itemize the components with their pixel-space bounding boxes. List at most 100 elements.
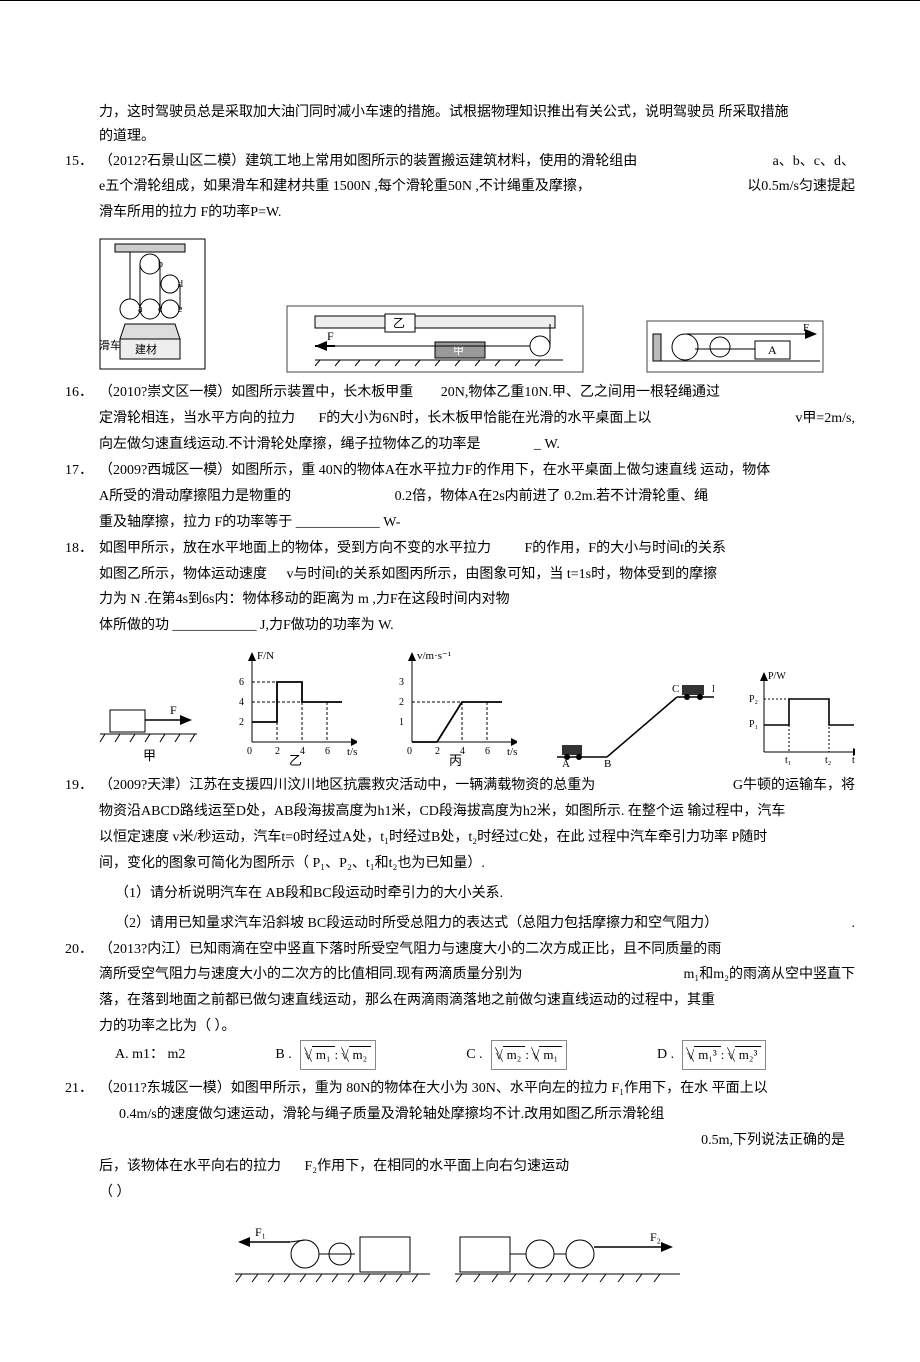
q21-cont: 0.4m/s的速度做匀速运动，滑轮与绳子质量及滑轮轴处摩擦均不计.改用如图乙所示…: [65, 1102, 855, 1206]
q20-l4: 力的功率之比为（ ）。: [99, 1014, 855, 1040]
q16-l3b: _ W.: [534, 437, 560, 452]
q15-fig-hpulley: 乙 甲 F: [285, 304, 585, 374]
svg-text:t₁: t₁: [785, 755, 791, 766]
svg-text:d: d: [178, 279, 183, 290]
q14-tail-l2: 的道理。: [99, 125, 855, 149]
q20-l2b: m₁和m₂的雨滴从空中竖直下: [683, 962, 855, 988]
svg-text:2: 2: [399, 697, 404, 708]
svg-text:F: F: [170, 703, 177, 717]
svg-text:2: 2: [239, 717, 244, 728]
q19-fig-pt: P/W P₁ P₂ t₁ t₂ t: [744, 667, 855, 767]
q20-l3: 落，在落到地面之前都已做匀速直线运动，那么在两滴雨滴落地之前做匀速直线运动的过程…: [99, 988, 855, 1014]
svg-text:b: b: [158, 259, 163, 270]
q19-body: （2009?天津）江苏在支援四川汶川地区抗震救灾活动中，一辆满载物资的总重为 G…: [99, 773, 855, 799]
svg-text:C: C: [672, 683, 679, 695]
q21-l4: （ ）: [99, 1180, 855, 1206]
q18-num: 18．: [65, 536, 99, 562]
svg-text:6: 6: [325, 746, 330, 757]
q21-r1: 0.5m,下列说法正确的是: [99, 1128, 855, 1154]
q19-num: 19．: [65, 773, 99, 799]
q15-l1a: （2012?石景山区二模）建筑工地上常用如图所示的装置搬运建筑材料，使用的滑轮组…: [99, 149, 637, 175]
q16-l1a: （2010?崇文区一模）如图所示装置中，长木板甲重: [99, 385, 413, 400]
svg-text:t₂: t₂: [825, 755, 831, 766]
q15-fig-right: A F: [645, 319, 825, 374]
q16-l2b: F的大小为6N时，长木板甲恰能在光滑的水平桌面上以: [319, 411, 652, 426]
svg-text:F₁: F₁: [255, 1225, 266, 1239]
q19-l1b: G牛顿的运输车，将: [733, 773, 855, 799]
q16-l1b: 20N,物体乙重10N.甲、乙之间用一根轻绳通过: [441, 385, 720, 400]
q19-l2: 物资沿ABCD路线运至D处，AB段海拔高度为h1米，CD段海拔高度为h2米，如图…: [99, 799, 855, 825]
svg-text:t: t: [852, 755, 855, 766]
q19-l4: 间，变化的图象可简化为图所示（ P₁、P₂、t₁和t₂也为已知量）.: [99, 851, 855, 877]
svg-text:1: 1: [399, 717, 404, 728]
q15-l1b: a、b、c、d、: [773, 149, 855, 175]
svg-text:t/s: t/s: [507, 746, 517, 758]
svg-text:A: A: [768, 343, 777, 357]
q18-cont: 如图乙所示，物体运动速度 v与时间t的关系如图丙所示，由图象可知，当 t=1s时…: [65, 562, 855, 640]
q18: 18． 如图甲所示，放在水平地面上的物体，受到方向不变的水平拉力 F的作用，F的…: [65, 536, 855, 562]
svg-text:F: F: [327, 329, 334, 343]
svg-text:0: 0: [407, 746, 412, 757]
svg-text:6: 6: [485, 746, 490, 757]
q21-figwrap: F₁ F₂: [65, 1212, 855, 1302]
q21-fig: F₁ F₂: [230, 1212, 690, 1302]
svg-text:6: 6: [239, 677, 244, 688]
q18-l2b: v与时间t的关系如图丙所示，由图象可知，当 t=1s时，物体受到的摩擦: [287, 567, 718, 582]
svg-text:D: D: [712, 683, 714, 695]
q16-num: 16．: [65, 380, 99, 406]
q21-l2: 0.4m/s的速度做匀速运动，滑轮与绳子质量及滑轮轴处摩擦均不计.改用如图乙所示…: [99, 1102, 855, 1128]
q20-opts: A. m1： m2 B . √m₁: √m₂ C . √m₂: √m₁ D . …: [65, 1040, 855, 1070]
q21-l3a: 后，该物体在水平向右的拉力: [99, 1159, 281, 1174]
q15-l2a: e五个滑轮组成，如果滑车和建材共重 1500N ,每个滑轮重50N ,不计绳重及…: [99, 174, 591, 200]
svg-text:B: B: [604, 758, 611, 767]
svg-text:F₂: F₂: [650, 1230, 661, 1244]
q17-l1: （2009?西城区一模）如图所示，重 40N的物体A在水平拉力F的作用下，在水平…: [99, 458, 855, 484]
q20: 20． （2013?内江）已知雨滴在空中竖直下落时所受空气阻力与速度大小的二次方…: [65, 937, 855, 963]
q18-l1b: F的作用，F的大小与时间t的关系: [525, 541, 726, 556]
q19-l1a: （2009?天津）江苏在支援四川汶川地区抗震救灾活动中，一辆满载物资的总重为: [99, 773, 595, 799]
q20-l2a: 滴所受空气阻力与速度大小的二次方的比值相同.现有两滴质量分别为: [99, 962, 523, 988]
q14-tail-l1: 力，这时驾驶员总是采取加大油门同时减小车速的措施。试根据物理知识推出有关公式，说…: [99, 101, 855, 125]
q20-num: 20．: [65, 937, 99, 963]
svg-text:乙: 乙: [289, 753, 302, 767]
svg-text:甲: 甲: [453, 345, 464, 357]
svg-text:滑车: 滑车: [99, 338, 121, 352]
q17: 17． （2009?西城区一模）如图所示，重 40N的物体A在水平拉力F的作用下…: [65, 458, 855, 484]
q19-s1: （1）请分析说明汽车在 AB段和BC段运动时牵引力的大小关系.: [99, 881, 855, 907]
svg-text:F: F: [803, 322, 809, 334]
svg-text:丙: 丙: [449, 753, 462, 767]
svg-text:3: 3: [399, 677, 404, 688]
q21-l1: （2011?东城区一模）如图甲所示，重为 80N的物体在大小为 30N、水平向左…: [99, 1076, 855, 1102]
svg-text:A: A: [562, 758, 570, 767]
q15-cont: e五个滑轮组成，如果滑车和建材共重 1500N ,每个滑轮重50N ,不计绳重及…: [65, 174, 855, 226]
q15-l2b: 以0.5m/s匀速提起: [747, 174, 855, 200]
q18-l2a: 如图乙所示，物体运动速度: [99, 567, 267, 582]
q18-figrow: F 甲 F/N t/s 2 4 6 0 2 4 6: [95, 647, 855, 767]
q16-l3a: 向左做匀速直线运动.不计滑轮处摩擦，绳子拉物体乙的功率是: [99, 437, 481, 452]
svg-text:F/N: F/N: [257, 650, 274, 662]
svg-text:甲: 甲: [143, 748, 156, 763]
q16-l2c: v甲=2m/s,: [795, 406, 855, 432]
q19-s2a: （2）请用已知量求汽车沿斜坡 BC段运动时所受总阻力的表达式（总阻力包括摩擦力和…: [115, 911, 718, 937]
page: 力，这时驾驶员总是采取加大油门同时减小车速的措施。试根据物理知识推出有关公式，说…: [0, 0, 920, 1362]
q19-l3: 以恒定速度 v米/秒运动，汽车t=0时经过A处，t₁时经过B处，t₂时经过C处，…: [99, 825, 855, 851]
q18-l1a: 如图甲所示，放在水平地面上的物体，受到方向不变的水平拉力: [99, 541, 491, 556]
q16: 16． （2010?崇文区一模）如图所示装置中，长木板甲重 20N,物体乙重10…: [65, 380, 855, 406]
q20-opt-c: C . √m₂: √m₁: [466, 1040, 567, 1070]
q20-opt-b: B . √m₁: √m₂: [275, 1040, 376, 1070]
svg-text:0: 0: [247, 746, 252, 757]
q17-cont: A所受的滑动摩擦阻力是物重的 0.2倍，物体A在2s内前进了 0.2m.若不计滑…: [65, 484, 855, 536]
q19-fig-slope: A B C D: [547, 667, 714, 767]
q16-body: （2010?崇文区一模）如图所示装置中，长木板甲重 20N,物体乙重10N.甲、…: [99, 380, 855, 406]
q17-num: 17．: [65, 458, 99, 484]
q15: 15． （2012?石景山区二模）建筑工地上常用如图所示的装置搬运建筑材料，使用…: [65, 149, 855, 175]
svg-text:2: 2: [435, 746, 440, 757]
q19-cont: 物资沿ABCD路线运至D处，AB段海拔高度为h1米，CD段海拔高度为h2米，如图…: [65, 799, 855, 936]
q16-l2a: 定滑轮相连，当水平方向的拉力: [99, 411, 295, 426]
q19: 19． （2009?天津）江苏在支援四川汶川地区抗震救灾活动中，一辆满载物资的总…: [65, 773, 855, 799]
q20-opt-a: A. m1： m2: [115, 1040, 185, 1070]
q19-s2b: .: [852, 911, 856, 937]
q21-l3b: F₂作用下，在相同的水平面上向右匀速运动: [305, 1159, 570, 1174]
svg-text:e: e: [178, 304, 183, 315]
svg-text:乙: 乙: [393, 316, 405, 330]
